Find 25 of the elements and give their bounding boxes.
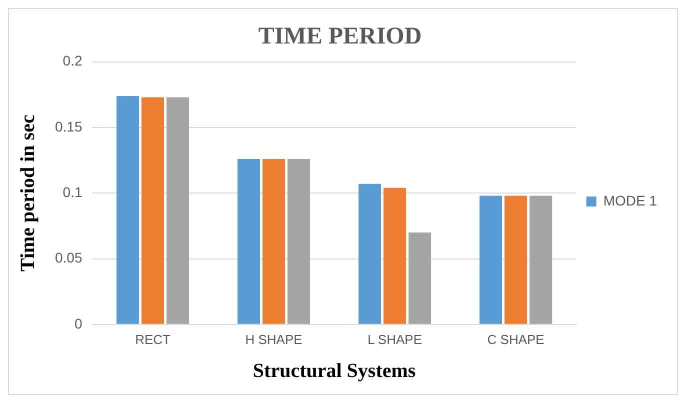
x-tick-label: L SHAPE xyxy=(368,332,422,347)
chart-title: TIME PERIOD xyxy=(258,24,422,50)
legend-label: MODE 1 xyxy=(603,192,658,208)
y-axis-title: Time period in sec xyxy=(17,114,40,272)
bar xyxy=(384,188,406,324)
x-tick-label: H SHAPE xyxy=(245,332,303,347)
x-axis-title: Structural Systems xyxy=(252,360,416,382)
y-tick-label: 0.1 xyxy=(62,184,82,200)
y-tick-label: 0.05 xyxy=(55,250,82,266)
y-tick-label: 0 xyxy=(74,315,82,332)
bar xyxy=(142,97,164,324)
y-tick-label: 0.15 xyxy=(55,118,82,134)
bar xyxy=(288,158,310,324)
bar xyxy=(358,184,382,324)
x-tick-label: C SHAPE xyxy=(487,332,545,347)
bar xyxy=(166,97,190,324)
bar xyxy=(480,196,502,324)
bar xyxy=(408,232,432,324)
bar xyxy=(504,196,528,324)
y-tick-label: 0.2 xyxy=(62,52,82,69)
x-tick-label: RECT xyxy=(135,332,171,347)
bar xyxy=(116,96,139,324)
bar xyxy=(262,158,286,324)
bar xyxy=(238,158,260,324)
bar xyxy=(530,196,552,324)
